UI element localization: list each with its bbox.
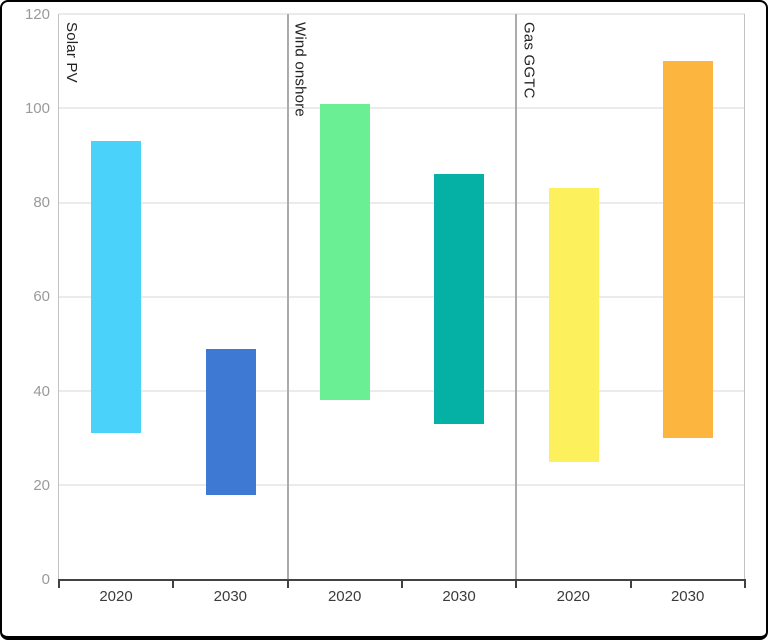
y-tick-label-100: 100	[24, 99, 50, 117]
x-tick-label-gas-ggtc-2030: 2030	[670, 587, 705, 605]
bar-wind-onshore-2030[interactable]	[434, 174, 485, 424]
group-label-solar-pv: Solar PV	[63, 22, 80, 83]
x-axis-tick	[629, 578, 632, 588]
x-tick-label-solar-pv-2020: 2020	[99, 587, 133, 605]
bar-gas-ggtc-2020[interactable]	[548, 188, 599, 462]
bar-wind-onshore-2020[interactable]	[319, 103, 370, 401]
bar-solar-pv-2020[interactable]	[91, 141, 142, 434]
x-tick-label-gas-ggtc-2020: 2020	[556, 587, 591, 605]
bar-solar-pv-2030[interactable]	[205, 348, 256, 495]
gridline-60	[59, 295, 745, 298]
gridline-20	[59, 484, 745, 487]
plot-edge-line	[744, 14, 745, 580]
gridline-40	[59, 390, 745, 392]
x-axis-tick	[515, 578, 518, 588]
section-divider	[515, 14, 518, 580]
x-axis-tick	[744, 578, 746, 588]
gridline-80	[59, 201, 745, 204]
x-tick-label-solar-pv-2030: 2030	[213, 587, 248, 605]
group-label-gas-ggtc: Gas GGTC	[520, 22, 538, 99]
bar-gas-ggtc-2030[interactable]	[662, 61, 713, 439]
y-tick-label-60: 60	[33, 288, 50, 306]
gridline-120	[59, 13, 745, 15]
y-tick-label-40: 40	[33, 382, 50, 400]
group-label-wind-onshore: Wind onshore	[291, 22, 309, 117]
plot-edge-line	[58, 14, 59, 580]
x-axis-tick	[172, 578, 175, 588]
x-axis-tick	[58, 578, 60, 588]
section-divider	[286, 14, 289, 580]
y-tick-label-20: 20	[33, 476, 50, 494]
x-tick-label-wind-onshore-2020: 2020	[327, 587, 362, 605]
y-tick-label-80: 80	[33, 194, 50, 211]
gridline-100	[59, 107, 745, 110]
x-axis-tick	[286, 578, 289, 588]
y-tick-label-120: 120	[24, 5, 50, 23]
y-tick-label-0: 0	[41, 571, 50, 588]
x-axis-tick	[401, 578, 403, 588]
x-tick-label-wind-onshore-2030: 2030	[442, 587, 476, 605]
